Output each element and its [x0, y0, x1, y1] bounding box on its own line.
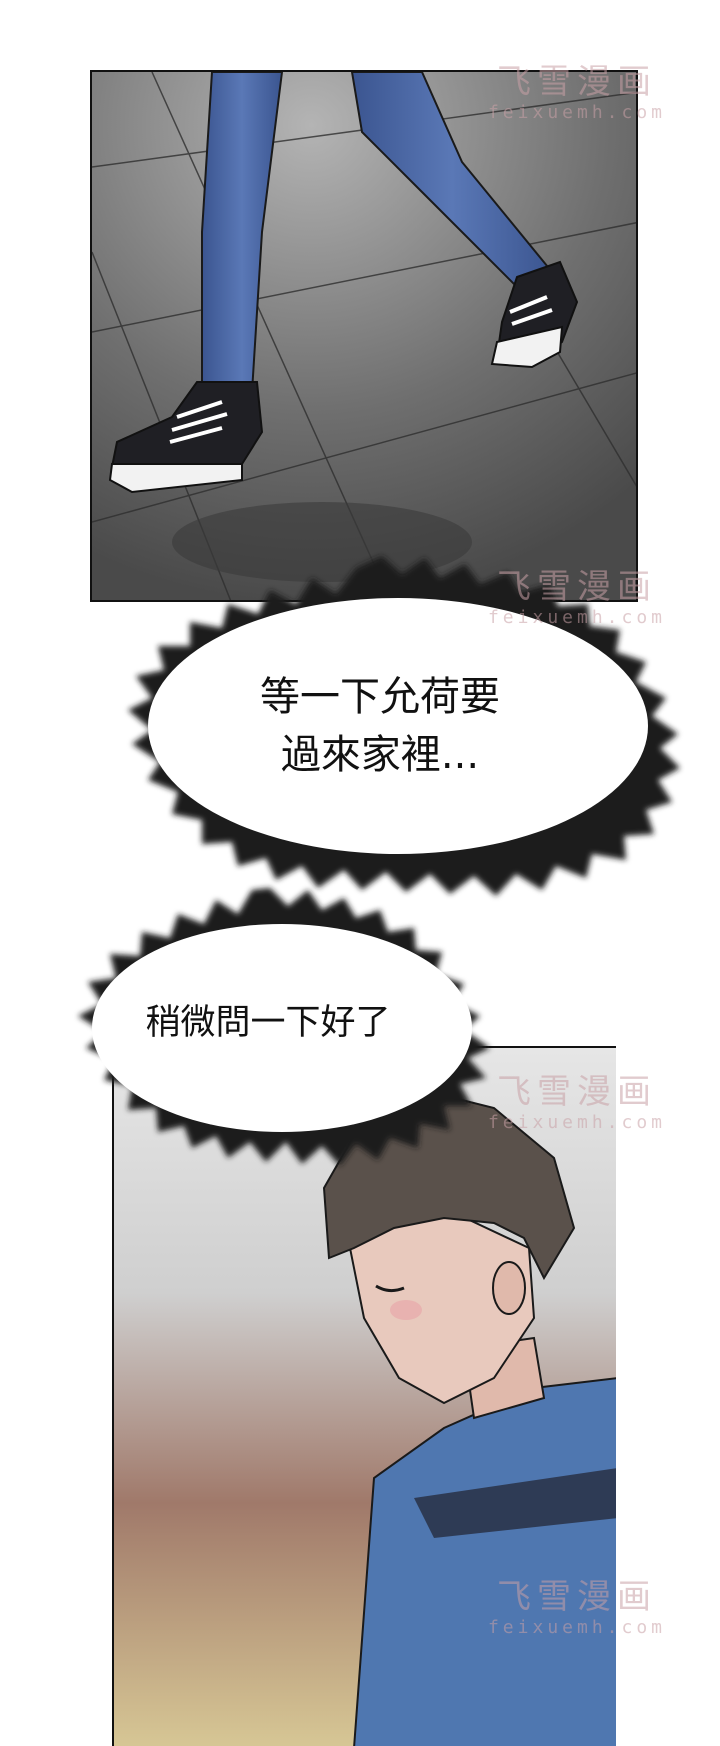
watermark-cn-text: 飞雪漫画 [497, 1072, 657, 1112]
watermark-cn-text: 飞雪漫画 [497, 1577, 657, 1617]
walking-legs-illustration [92, 72, 636, 600]
bubble-first-line-2: 過來家裡... [280, 732, 480, 778]
panel-man-portrait [112, 1046, 616, 1746]
watermark-logo: 飞雪漫画 feixuemh.com [452, 40, 702, 170]
watermark-logo: 飞雪漫画 feixuemh.com [452, 1050, 702, 1180]
panel-walking-legs [90, 70, 638, 602]
watermark-en-text: feixuemh.com [487, 102, 667, 123]
watermark-logo: 飞雪漫画 feixuemh.com [452, 545, 702, 675]
watermark-cn-text: 飞雪漫画 [497, 62, 657, 102]
speech-bubble-second [78, 888, 490, 1166]
bubble-first-line-1: 等一下允荷要 [260, 674, 500, 720]
speech-bubble-first [128, 556, 680, 896]
bubble-second-line-1: 稍微問一下好了 [145, 1003, 391, 1043]
watermark-en-text: feixuemh.com [487, 607, 667, 628]
bubble-second-text: 稍微問一下好了 [108, 998, 428, 1048]
watermark-en-text: feixuemh.com [487, 1112, 667, 1133]
watermark-logo: 飞雪漫画 feixuemh.com [452, 1555, 702, 1685]
man-illustration [114, 1048, 616, 1746]
watermark-cn-text: 飞雪漫画 [497, 567, 657, 607]
watermark-en-text: feixuemh.com [487, 1617, 667, 1638]
bubble-first-text: 等一下允荷要 過來家裡... [190, 668, 570, 784]
